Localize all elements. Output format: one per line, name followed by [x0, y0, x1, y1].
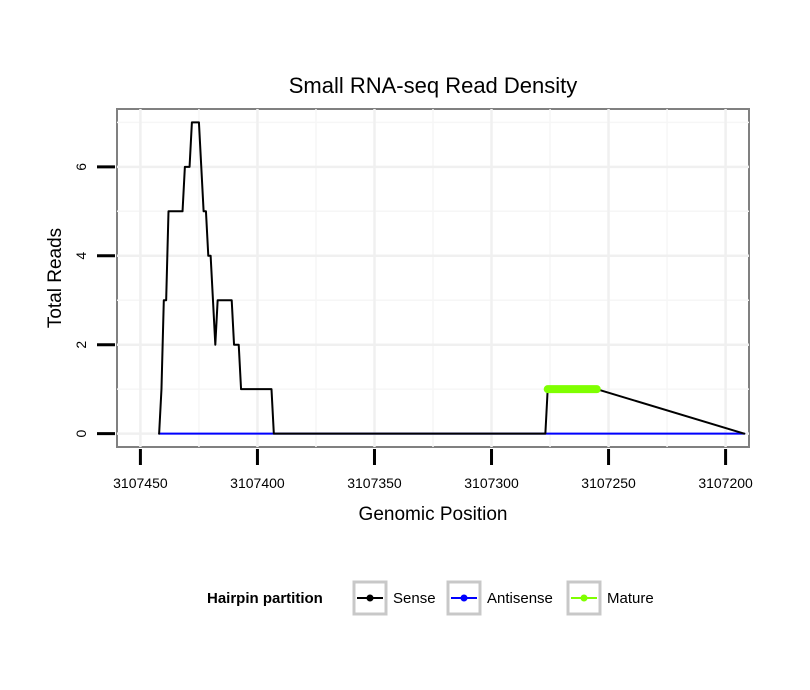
grid-lines	[117, 109, 749, 447]
y-tick-label: 4	[73, 252, 89, 260]
x-tick-label: 3107350	[347, 475, 402, 491]
x-tick-label: 3107450	[113, 475, 168, 491]
legend-label-sense: Sense	[393, 590, 436, 607]
y-axis-label: Total Reads	[45, 228, 66, 328]
chart-title: Small RNA-seq Read Density	[289, 73, 578, 98]
x-tick-label: 3107300	[464, 475, 519, 491]
y-tick-label: 6	[73, 163, 89, 171]
plot-panel	[116, 108, 750, 448]
legend-label-antisense: Antisense	[487, 590, 553, 607]
x-tick-label: 3107200	[698, 475, 753, 491]
x-axis: 3107450 3107400 3107350 3107300 3107250 31072…	[113, 449, 753, 491]
x-axis-label: Genomic Position	[359, 504, 508, 525]
x-tick-label: 3107400	[230, 475, 285, 491]
legend-label-mature: Mature	[607, 590, 654, 607]
y-axis: 0 2 4 6	[73, 163, 115, 438]
y-tick-label: 0	[73, 430, 89, 438]
x-tick-label: 3107250	[581, 475, 636, 491]
y-tick-label: 2	[73, 341, 89, 349]
legend-point-antisense	[460, 594, 468, 602]
legend: Hairpin partition Sense Antisense Mature	[207, 580, 654, 616]
series-layer	[158, 121, 746, 435]
legend-title: Hairpin partition	[207, 590, 323, 607]
legend-point-sense	[366, 594, 374, 602]
legend-point-mature	[580, 594, 588, 602]
